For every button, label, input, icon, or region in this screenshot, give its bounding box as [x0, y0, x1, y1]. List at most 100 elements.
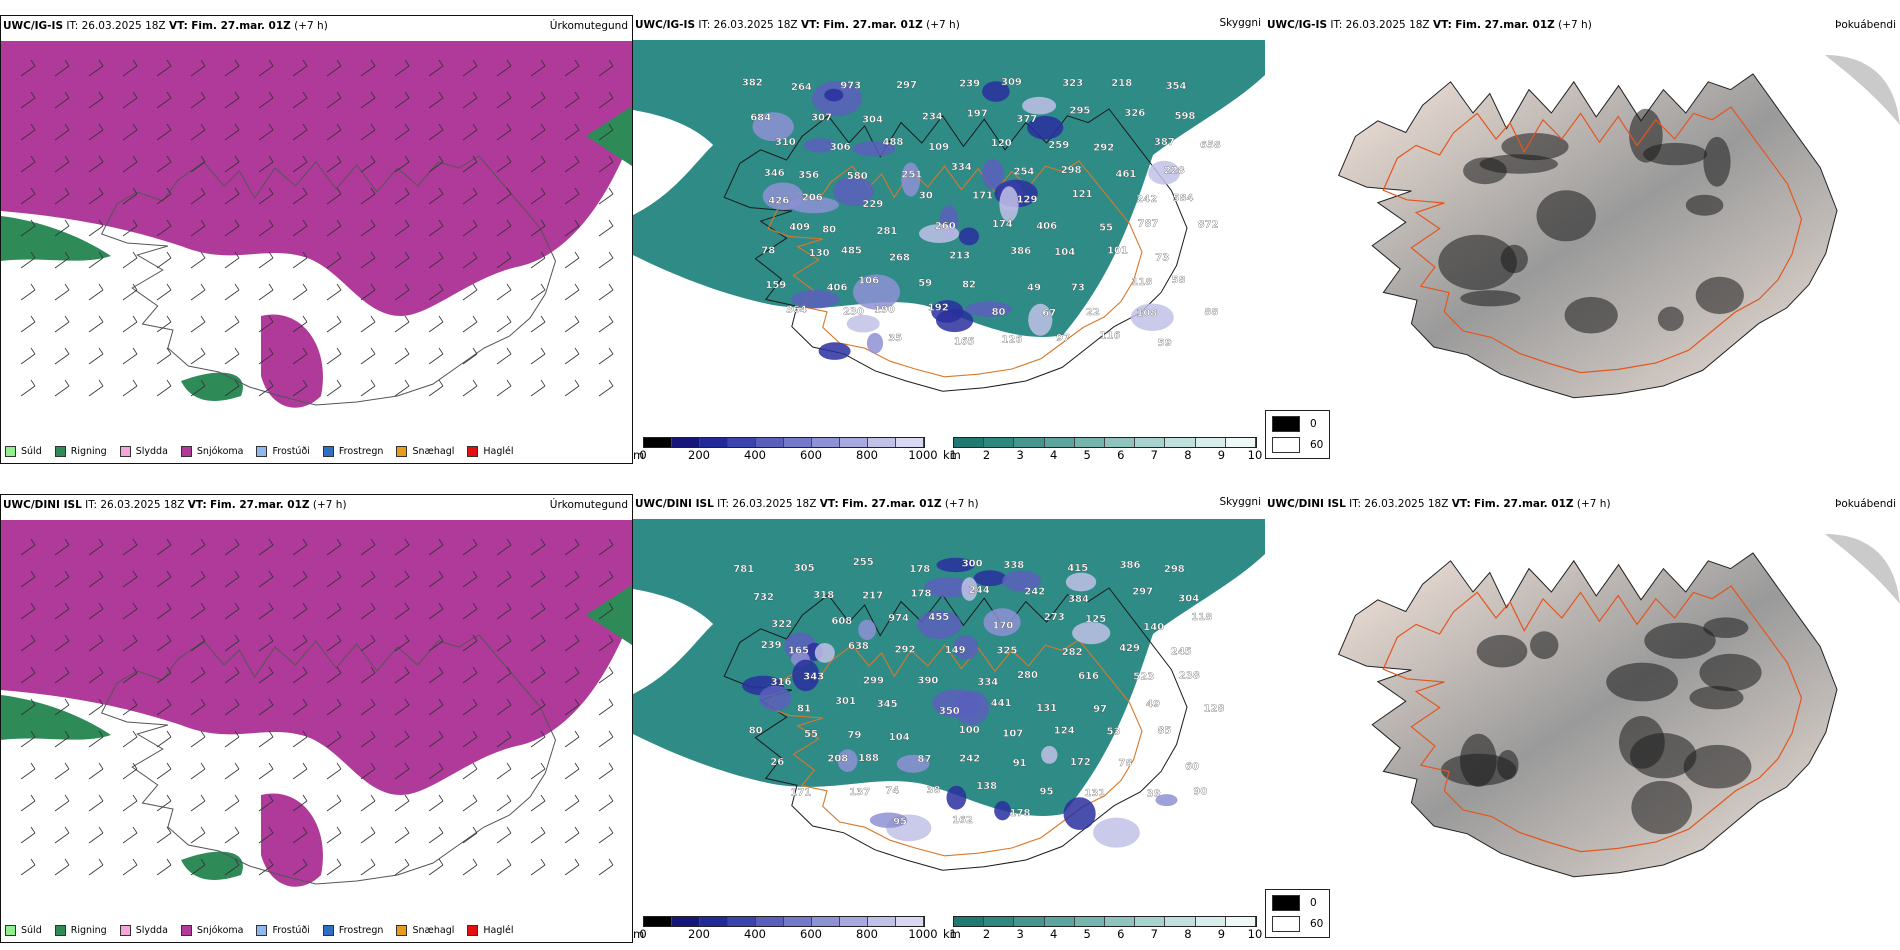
wind-barb	[292, 538, 308, 556]
fog-legend-label: 0	[1310, 418, 1317, 430]
wind-barb	[462, 826, 478, 844]
wind-barb	[156, 123, 172, 141]
fog-dense-area	[1631, 780, 1692, 835]
cloud-base-label: 238	[1179, 671, 1200, 682]
colorbar-tick: 6	[1117, 448, 1125, 462]
wind-barb	[360, 570, 376, 588]
wind-barb	[462, 283, 478, 301]
panel-header: UWC/DINI ISL IT: 26.03.2025 18Z VT: Fim.…	[1267, 498, 1611, 510]
wind-barb	[292, 794, 308, 812]
wind-barb	[88, 379, 104, 397]
cloud-base-label: 30	[919, 191, 933, 202]
wind-barb	[530, 251, 546, 269]
cloud-base-blob	[973, 570, 1007, 587]
wind-barb	[224, 251, 240, 269]
wind-barb	[122, 826, 138, 844]
wind-barb	[496, 123, 512, 141]
cloud-base-blob	[919, 224, 960, 244]
cloud-panel-top: UWC/IG-IS IT: 26.03.2025 18Z VT: Fim. 27…	[633, 15, 1265, 464]
cloud-base-label: 104	[889, 732, 910, 743]
cloud-base-label: 90	[1193, 787, 1207, 798]
colorbar-bin	[1195, 438, 1226, 447]
cloud-base-label: 239	[761, 640, 782, 651]
wind-barb	[122, 634, 138, 652]
wind-barb	[88, 570, 104, 588]
cloud-base-label: 109	[928, 142, 949, 153]
wind-barb	[122, 251, 138, 269]
wind-barb	[292, 251, 308, 269]
cloud-base-label: 305	[794, 563, 815, 574]
wind-barb	[122, 155, 138, 173]
cloud-base-label: 53	[1107, 727, 1121, 738]
wind-barb	[54, 570, 70, 588]
wind-barb	[54, 251, 70, 269]
wind-barb	[292, 91, 308, 109]
wind-barb	[360, 794, 376, 812]
wind-barb	[428, 538, 444, 556]
cloud-base-blob	[853, 274, 900, 310]
wind-barb	[394, 59, 410, 77]
wind-barb	[258, 730, 274, 748]
wind-barb	[428, 251, 444, 269]
legend-label: Snæhagl	[412, 446, 455, 457]
cloud-base-blob	[999, 186, 1019, 223]
fog-dense-area	[1695, 276, 1744, 315]
cloud-base-label: 206	[802, 193, 823, 204]
wind-barb	[326, 379, 342, 397]
cloud-base-label: 441	[991, 698, 1012, 709]
cloud-base-label: 244	[969, 585, 990, 596]
cloud-base-label: 429	[1119, 643, 1140, 654]
cloud-base-label: 616	[1078, 671, 1099, 682]
cloud-base-label: 26	[770, 757, 784, 768]
wind-barb	[428, 826, 444, 844]
wind-barb	[54, 730, 70, 748]
cloud-map: 382 264 973 297 239 309 323 218 354 684 307 304 234 1…	[633, 40, 1265, 392]
colorbar-bin	[812, 438, 840, 447]
colorbar-bin	[1165, 438, 1196, 447]
wind-barb	[360, 347, 376, 365]
wind-barb	[496, 666, 512, 684]
colorbar-tick: 800	[856, 448, 878, 462]
cloud-base-label: 188	[858, 753, 879, 764]
colorbar-tick: 200	[688, 927, 710, 941]
cloud-base-label: 354	[1166, 81, 1187, 92]
wind-barb	[156, 858, 172, 876]
wind-barb	[292, 379, 308, 397]
cloud-base-blob	[953, 635, 979, 660]
wind-barb	[360, 666, 376, 684]
cloud-base-label: 126	[1002, 334, 1023, 345]
cloud-base-label: 301	[835, 696, 856, 707]
colorbar-bin	[1014, 917, 1045, 926]
cloud-base-label: 787	[1138, 219, 1159, 230]
fog-legend-row: 60	[1272, 437, 1323, 453]
wind-barb	[530, 666, 546, 684]
legend-item: Snæhagl	[396, 446, 454, 457]
colorbar-tick: 6	[1117, 927, 1125, 941]
legend-label: Súld	[21, 446, 42, 457]
wind-barb	[122, 187, 138, 205]
cloud-base-label: 334	[977, 677, 998, 688]
wind-barb	[190, 762, 206, 780]
cloud-base-label: 259	[1048, 140, 1069, 151]
colorbar-tick: 200	[688, 448, 710, 462]
wind-barb	[156, 347, 172, 365]
wind-barb	[564, 858, 580, 876]
wind-barb	[88, 251, 104, 269]
fog-legend-row: 0	[1272, 895, 1323, 911]
cloud-base-label: 343	[803, 671, 824, 682]
wind-barb	[564, 379, 580, 397]
colorbar-bin	[984, 917, 1015, 926]
legend-label: Snæhagl	[412, 925, 455, 936]
fog-legend-row: 0	[1272, 416, 1323, 432]
wind-barb	[360, 155, 376, 173]
cloud-base-blob	[1027, 115, 1064, 140]
wind-barb	[428, 794, 444, 812]
cloud-base-label: 281	[877, 226, 898, 237]
wind-barb	[496, 155, 512, 173]
rain-area	[1, 216, 111, 261]
cloud-base-label: 230	[843, 307, 864, 318]
panel-header: UWC/DINI ISL IT: 26.03.2025 18Z VT: Fim.…	[3, 499, 347, 511]
cloud-base-blob	[924, 577, 973, 598]
cloud-base-label: 297	[896, 80, 917, 91]
panel-header: UWC/IG-IS IT: 26.03.2025 18Z VT: Fim. 27…	[3, 20, 328, 32]
